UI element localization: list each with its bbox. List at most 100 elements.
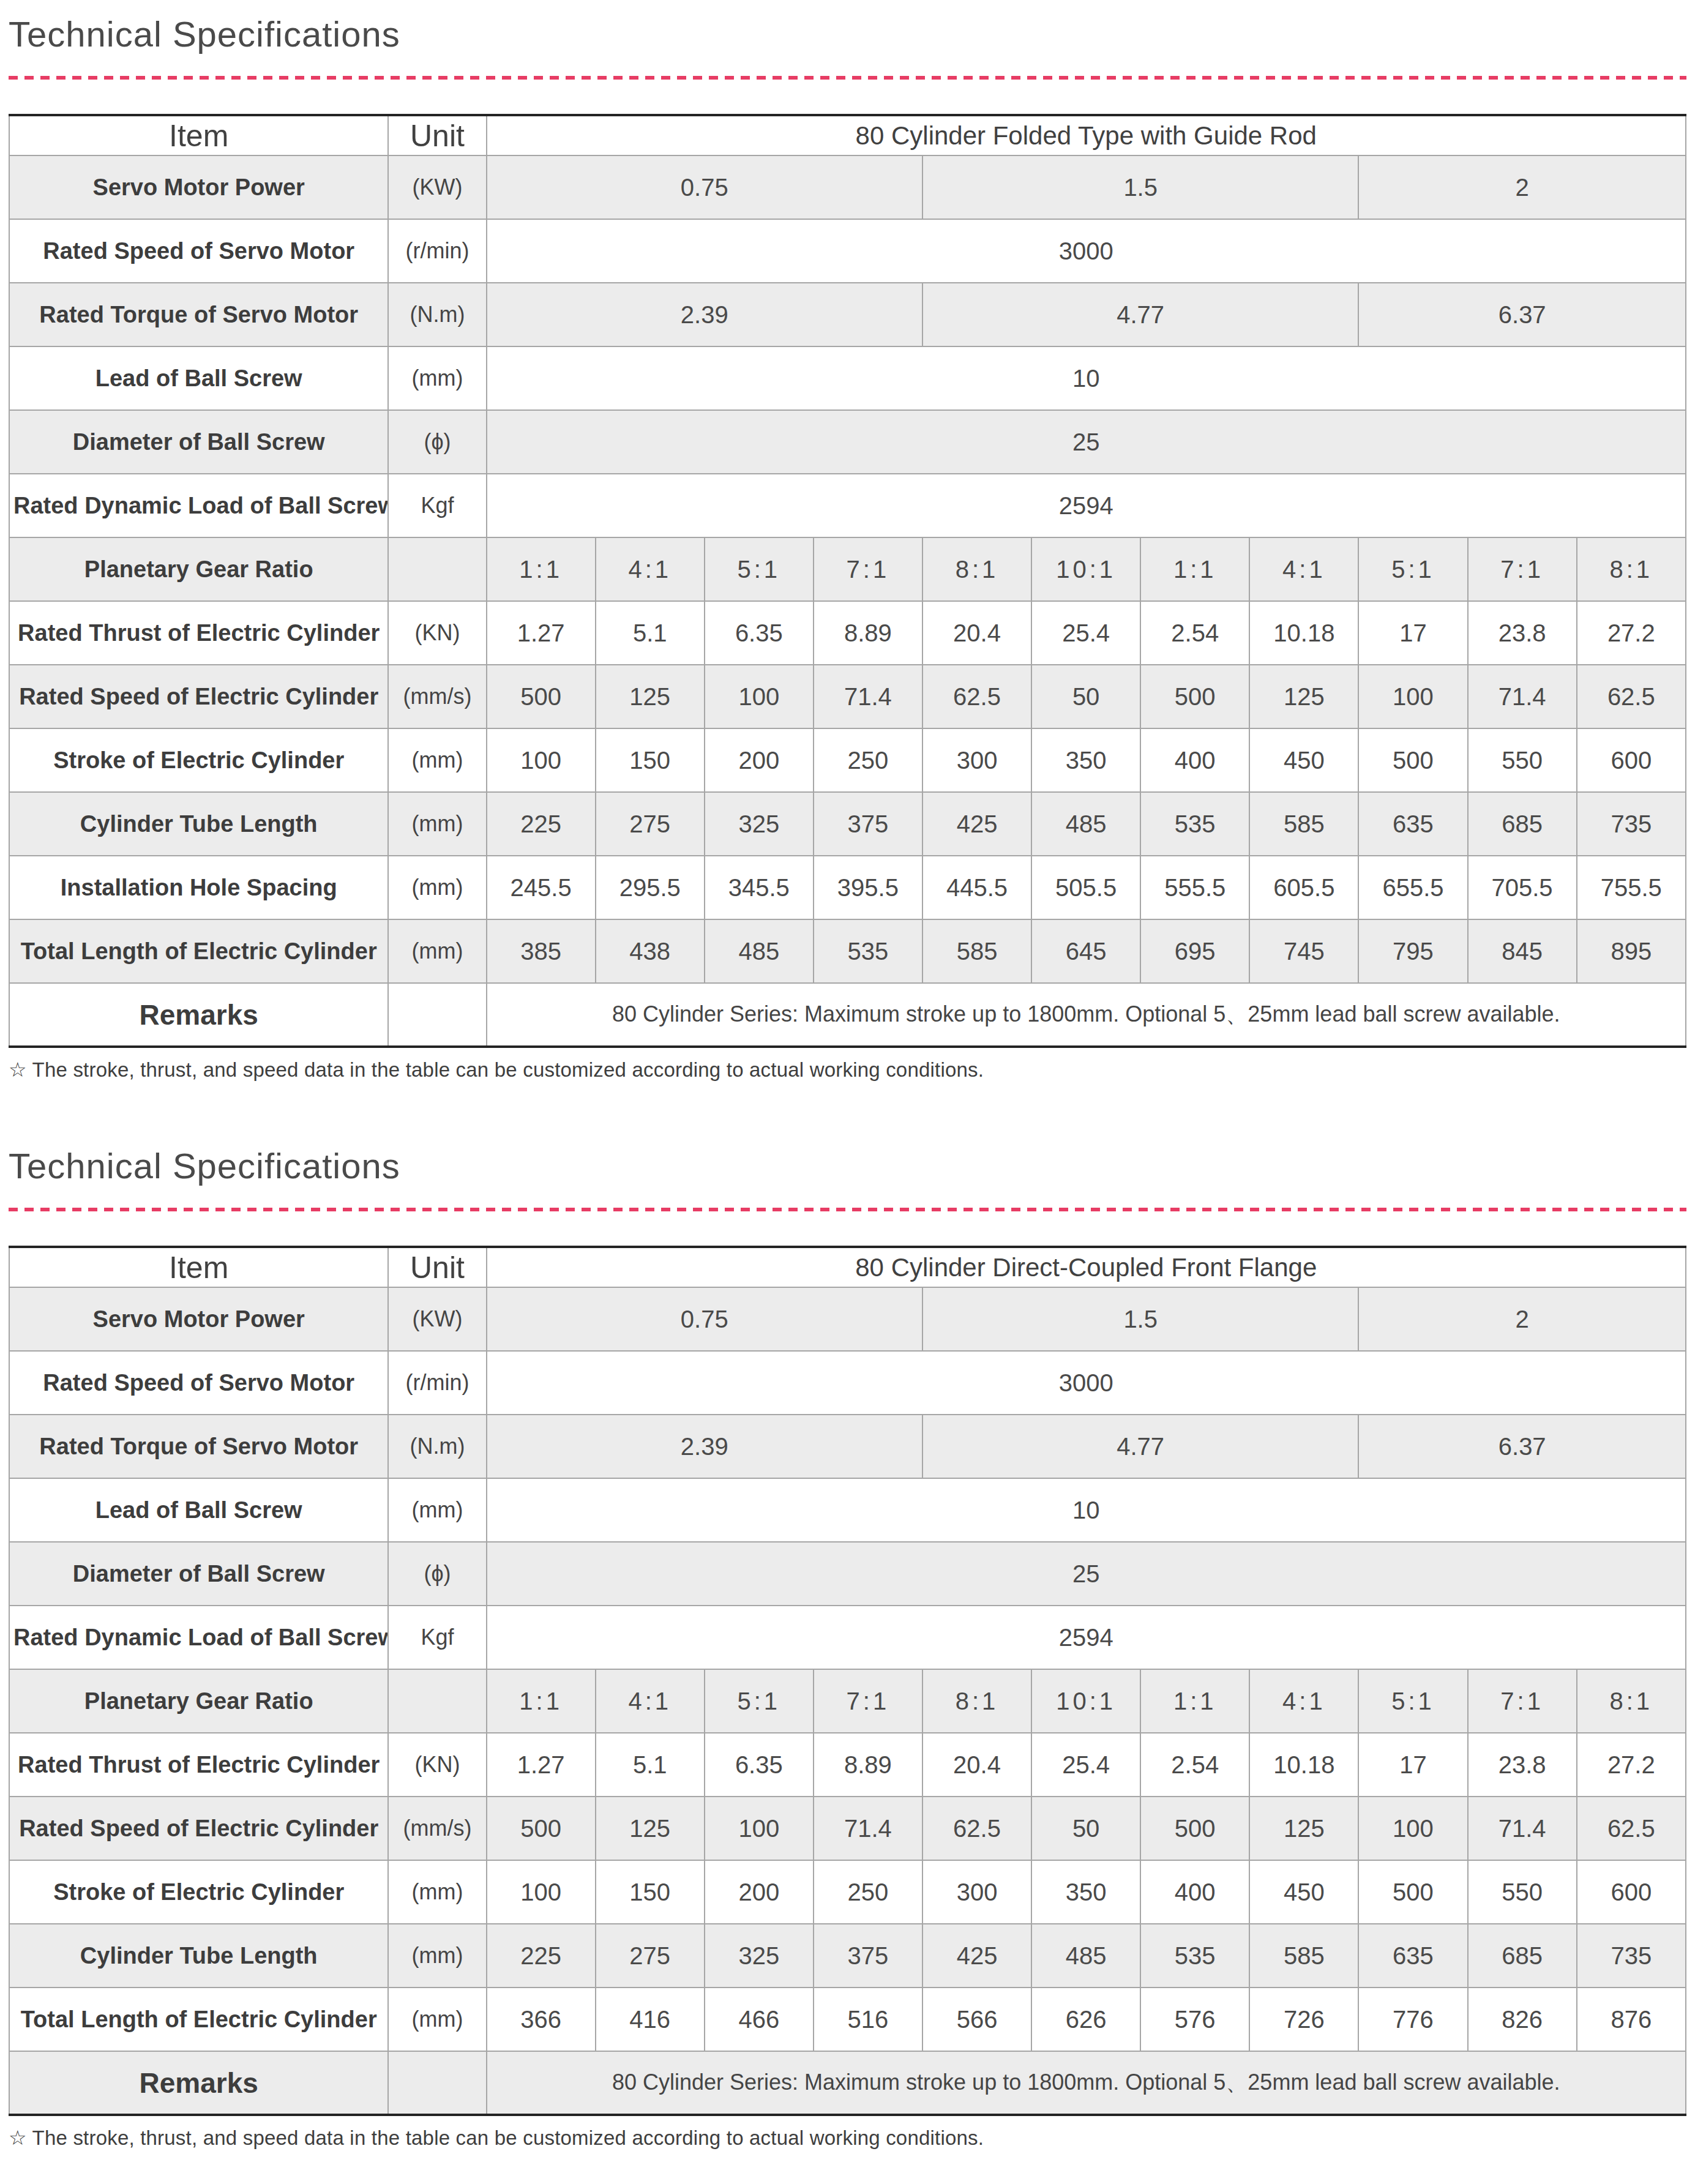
table-body: Servo Motor Power(KW)0.751.52 Rated Speed… xyxy=(9,1287,1686,2115)
table-cell: 1.5 xyxy=(922,155,1358,219)
dashed-divider xyxy=(9,1208,1686,1211)
table-cell: 225 xyxy=(487,1924,596,1988)
table-cell: 2.54 xyxy=(1140,1733,1249,1797)
page-title: Technical Specifications xyxy=(9,1145,1686,1187)
row-unit: Kgf xyxy=(388,1606,486,1669)
table-cell: 395.5 xyxy=(814,856,922,919)
row-label: Lead of Ball Screw xyxy=(9,1478,388,1542)
table-cell: 845 xyxy=(1468,919,1577,983)
table-cell: 385 xyxy=(487,919,596,983)
table-cell: 71.4 xyxy=(1468,665,1577,728)
table-cell: 705.5 xyxy=(1468,856,1577,919)
table-cell: 685 xyxy=(1468,1924,1577,1988)
table-cell: 5:1 xyxy=(1358,537,1467,601)
table-cell: 550 xyxy=(1468,728,1577,792)
table-cell: 345.5 xyxy=(705,856,814,919)
table-cell: 50 xyxy=(1031,1797,1140,1860)
table-cell: 5.1 xyxy=(596,1733,705,1797)
row-label: Rated Speed of Electric Cylinder xyxy=(9,665,388,728)
table-cell: 10.18 xyxy=(1249,1733,1358,1797)
table-row: Cylinder Tube Length(mm)2252753253754254… xyxy=(9,792,1686,856)
unit-column-header: Unit xyxy=(388,115,486,155)
table-cell: 27.2 xyxy=(1577,601,1686,665)
row-label: Planetary Gear Ratio xyxy=(9,537,388,601)
row-label: Lead of Ball Screw xyxy=(9,346,388,410)
table-cell: 8:1 xyxy=(922,1669,1031,1733)
table-row: Rated Speed of Servo Motor(r/min)3000 xyxy=(9,219,1686,283)
table-row: Lead of Ball Screw(mm)10 xyxy=(9,346,1686,410)
table-cell: 200 xyxy=(705,728,814,792)
table-cell: 695 xyxy=(1140,919,1249,983)
table-cell: 25 xyxy=(487,410,1686,474)
table-cell: 100 xyxy=(1358,665,1467,728)
row-unit: (r/min) xyxy=(388,1351,486,1415)
table-cell: 605.5 xyxy=(1249,856,1358,919)
footnote: ☆ The stroke, thrust, and speed data in … xyxy=(9,2126,1686,2150)
table-cell: 325 xyxy=(705,792,814,856)
table-cell: 445.5 xyxy=(922,856,1031,919)
product-series-header: 80 Cylinder Folded Type with Guide Rod xyxy=(487,115,1686,155)
table-cell: 1:1 xyxy=(487,537,596,601)
remarks-row: Remarks80 Cylinder Series: Maximum strok… xyxy=(9,983,1686,1047)
table-cell: 1.27 xyxy=(487,601,596,665)
table-cell: 535 xyxy=(1140,792,1249,856)
row-label: Diameter of Ball Screw xyxy=(9,1542,388,1606)
table-cell: 125 xyxy=(596,1797,705,1860)
table-cell: 25 xyxy=(487,1542,1686,1606)
table-cell: 71.4 xyxy=(814,1797,922,1860)
table-cell: 366 xyxy=(487,1988,596,2051)
table-cell: 6.35 xyxy=(705,1733,814,1797)
table-cell: 485 xyxy=(1031,1924,1140,1988)
table-cell: 100 xyxy=(487,1860,596,1924)
row-unit xyxy=(388,1669,486,1733)
table-cell: 516 xyxy=(814,1988,922,2051)
table-header-row: Item Unit 80 Cylinder Folded Type with G… xyxy=(9,115,1686,155)
table-cell: 400 xyxy=(1140,728,1249,792)
table-cell: 71.4 xyxy=(814,665,922,728)
table-cell: 10:1 xyxy=(1031,537,1140,601)
page: { "accent_color": "#e73c64", "sections":… xyxy=(0,0,1695,2184)
table-cell: 1.27 xyxy=(487,1733,596,1797)
row-unit: (KW) xyxy=(388,1287,486,1351)
table-cell: 4:1 xyxy=(1249,1669,1358,1733)
table-cell: 27.2 xyxy=(1577,1733,1686,1797)
table-cell: 500 xyxy=(1358,1860,1467,1924)
table-cell: 2 xyxy=(1358,155,1686,219)
table-cell: 535 xyxy=(814,919,922,983)
table-cell: 25.4 xyxy=(1031,1733,1140,1797)
table-cell: 505.5 xyxy=(1031,856,1140,919)
row-label: Total Length of Electric Cylinder xyxy=(9,1988,388,2051)
table-cell: 23.8 xyxy=(1468,1733,1577,1797)
table-cell: 566 xyxy=(922,1988,1031,2051)
table-row: Rated Speed of Electric Cylinder(mm/s)50… xyxy=(9,665,1686,728)
table-body: Servo Motor Power(KW)0.751.52Rated Speed… xyxy=(9,155,1686,1047)
row-label: Cylinder Tube Length xyxy=(9,792,388,856)
table-cell: 8:1 xyxy=(922,537,1031,601)
row-unit: (mm) xyxy=(388,346,486,410)
table-cell: 20.4 xyxy=(922,601,1031,665)
table-cell: 4:1 xyxy=(1249,537,1358,601)
table-row: Diameter of Ball Screw(ϕ)25 xyxy=(9,1542,1686,1606)
table-row: Cylinder Tube Length(mm)2252753253754254… xyxy=(9,1924,1686,1988)
table-cell: 295.5 xyxy=(596,856,705,919)
table-cell: 7:1 xyxy=(1468,537,1577,601)
row-unit: (KW) xyxy=(388,155,486,219)
table-cell: 4:1 xyxy=(596,537,705,601)
table-row: Lead of Ball Screw(mm)10 xyxy=(9,1478,1686,1542)
table-cell: 125 xyxy=(1249,665,1358,728)
table-cell: 245.5 xyxy=(487,856,596,919)
table-row: Planetary Gear Ratio1:14:15:17:18:110:11… xyxy=(9,537,1686,601)
table-cell: 8.89 xyxy=(814,601,922,665)
table-cell: 6.37 xyxy=(1358,1415,1686,1478)
table-cell: 425 xyxy=(922,1924,1031,1988)
spec-table-folded-type: Item Unit 80 Cylinder Folded Type with G… xyxy=(9,114,1686,1048)
table-row: Servo Motor Power(KW)0.751.52 xyxy=(9,1287,1686,1351)
table-cell: 100 xyxy=(705,665,814,728)
table-row: Rated Speed of Electric Cylinder(mm/s)50… xyxy=(9,1797,1686,1860)
table-cell: 895 xyxy=(1577,919,1686,983)
table-cell: 2.39 xyxy=(487,1415,922,1478)
remarks-label: Remarks xyxy=(9,2051,388,2115)
table-cell: 3000 xyxy=(487,219,1686,283)
table-cell: 635 xyxy=(1358,1924,1467,1988)
remarks-row: Remarks80 Cylinder Series: Maximum strok… xyxy=(9,2051,1686,2115)
